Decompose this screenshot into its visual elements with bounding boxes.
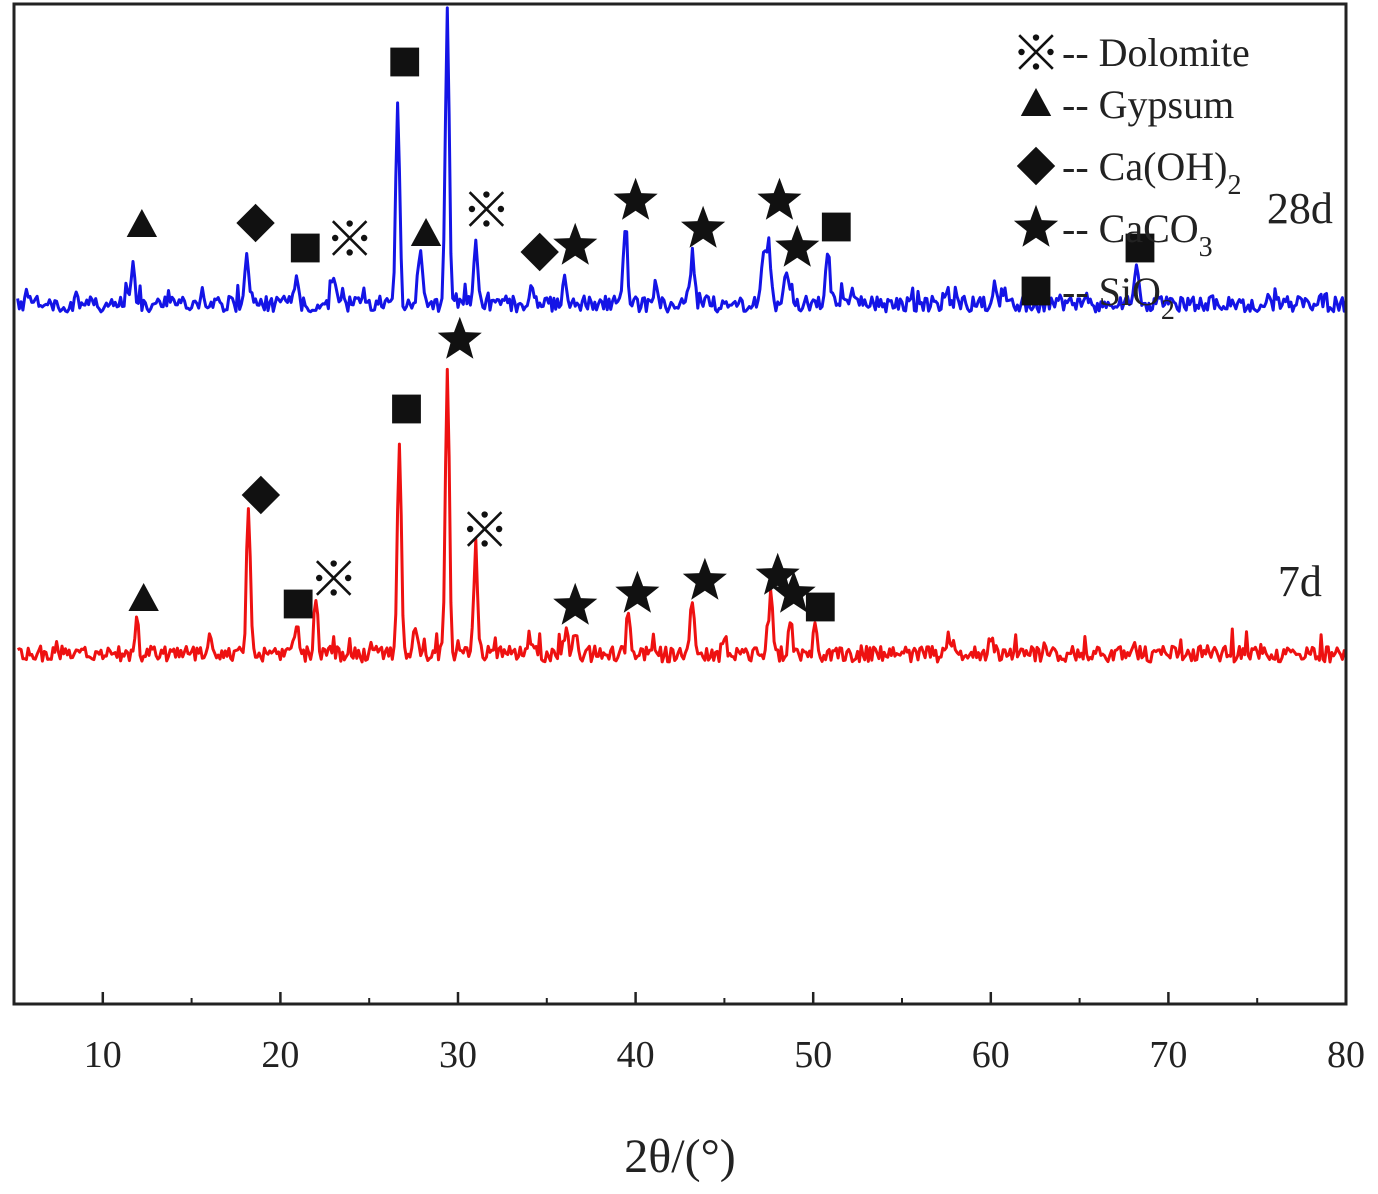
peak-marker-7d-diamond-1 <box>241 475 281 515</box>
legend-subscript-diamond: 2 <box>1228 170 1242 201</box>
peak-marker-28d-square-14 <box>821 212 851 242</box>
plot-frame <box>12 2 1348 1006</box>
legend-subscript-star: 3 <box>1199 232 1213 263</box>
peak-marker-7d-dolomite-3 <box>315 560 352 596</box>
series-label-28d: 28d <box>1267 184 1333 233</box>
x-tick-label-50: 50 <box>794 1034 832 1076</box>
legend-symbol-dolomite <box>1018 34 1054 70</box>
peak-marker-7d-square-2 <box>283 589 313 619</box>
peak-marker-28d-dolomite-3 <box>331 220 368 256</box>
legend-symbol-square <box>1021 276 1051 306</box>
x-axis-ticks: 10 20 30 40 50 60 70 80 <box>13 992 1365 1076</box>
x-tick-label-60: 60 <box>972 1034 1010 1076</box>
peak-marker-7d-star-7 <box>553 582 598 625</box>
legend-label-triangle: -- Gypsum <box>1062 82 1234 127</box>
peak-marker-7d-dolomite-6 <box>466 511 503 547</box>
x-tick-label-10: 10 <box>84 1034 122 1076</box>
peak-marker-7d-star-11 <box>771 570 816 613</box>
series-layer <box>16 6 1346 664</box>
series-line-28d <box>16 6 1346 314</box>
legend-label-square: -- SiO2 <box>1062 269 1175 326</box>
peak-marker-7d-star-10 <box>755 552 800 595</box>
legend-label-diamond: -- Ca(OH)2 <box>1062 144 1242 201</box>
x-tick-label-80: 80 <box>1327 1034 1365 1076</box>
peak-marker-28d-square-2 <box>290 233 320 263</box>
peak-marker-28d-star-9 <box>553 222 598 265</box>
legend-symbol-star <box>1013 204 1059 247</box>
x-tick-label-40: 40 <box>617 1034 655 1076</box>
series-line-7d <box>16 367 1346 664</box>
peak-marker-28d-square-4 <box>390 47 420 77</box>
peak-marker-7d-star-8 <box>615 570 660 613</box>
legend-subscript-square: 2 <box>1161 295 1175 326</box>
peak-marker-28d-diamond-1 <box>236 203 275 243</box>
legend-symbol-triangle <box>1020 88 1052 116</box>
series-label-7d: 7d <box>1278 557 1322 606</box>
peak-marker-7d-star-9 <box>682 557 727 600</box>
legend-symbol-diamond <box>1016 146 1056 186</box>
peak-marker-layer <box>126 47 1155 625</box>
legend: -- Dolomite-- Gypsum-- Ca(OH)2-- CaCO3--… <box>1013 30 1250 326</box>
peak-marker-28d-star-11 <box>681 205 726 248</box>
x-axis-title: 2θ/(°) <box>624 1130 736 1183</box>
peak-marker-7d-square-4 <box>392 394 421 424</box>
peak-marker-28d-dolomite-7 <box>468 191 505 227</box>
x-tick-label-20: 20 <box>261 1034 299 1076</box>
peak-marker-28d-triangle-5 <box>410 218 442 246</box>
peak-marker-28d-star-12 <box>757 177 802 220</box>
peak-marker-7d-square-12 <box>805 592 835 622</box>
peak-marker-28d-star-10 <box>613 177 658 220</box>
peak-marker-28d-star-13 <box>775 224 820 267</box>
peak-marker-7d-star-5 <box>437 316 482 359</box>
peak-marker-28d-triangle-0 <box>126 209 158 237</box>
peak-marker-7d-triangle-0 <box>128 583 159 611</box>
legend-label-dolomite: -- Dolomite <box>1062 30 1250 75</box>
peak-marker-28d-diamond-8 <box>520 232 559 272</box>
x-tick-label-70: 70 <box>1149 1034 1187 1076</box>
x-tick-label-30: 30 <box>439 1034 477 1076</box>
peak-marker-28d-square-15 <box>1125 233 1155 263</box>
